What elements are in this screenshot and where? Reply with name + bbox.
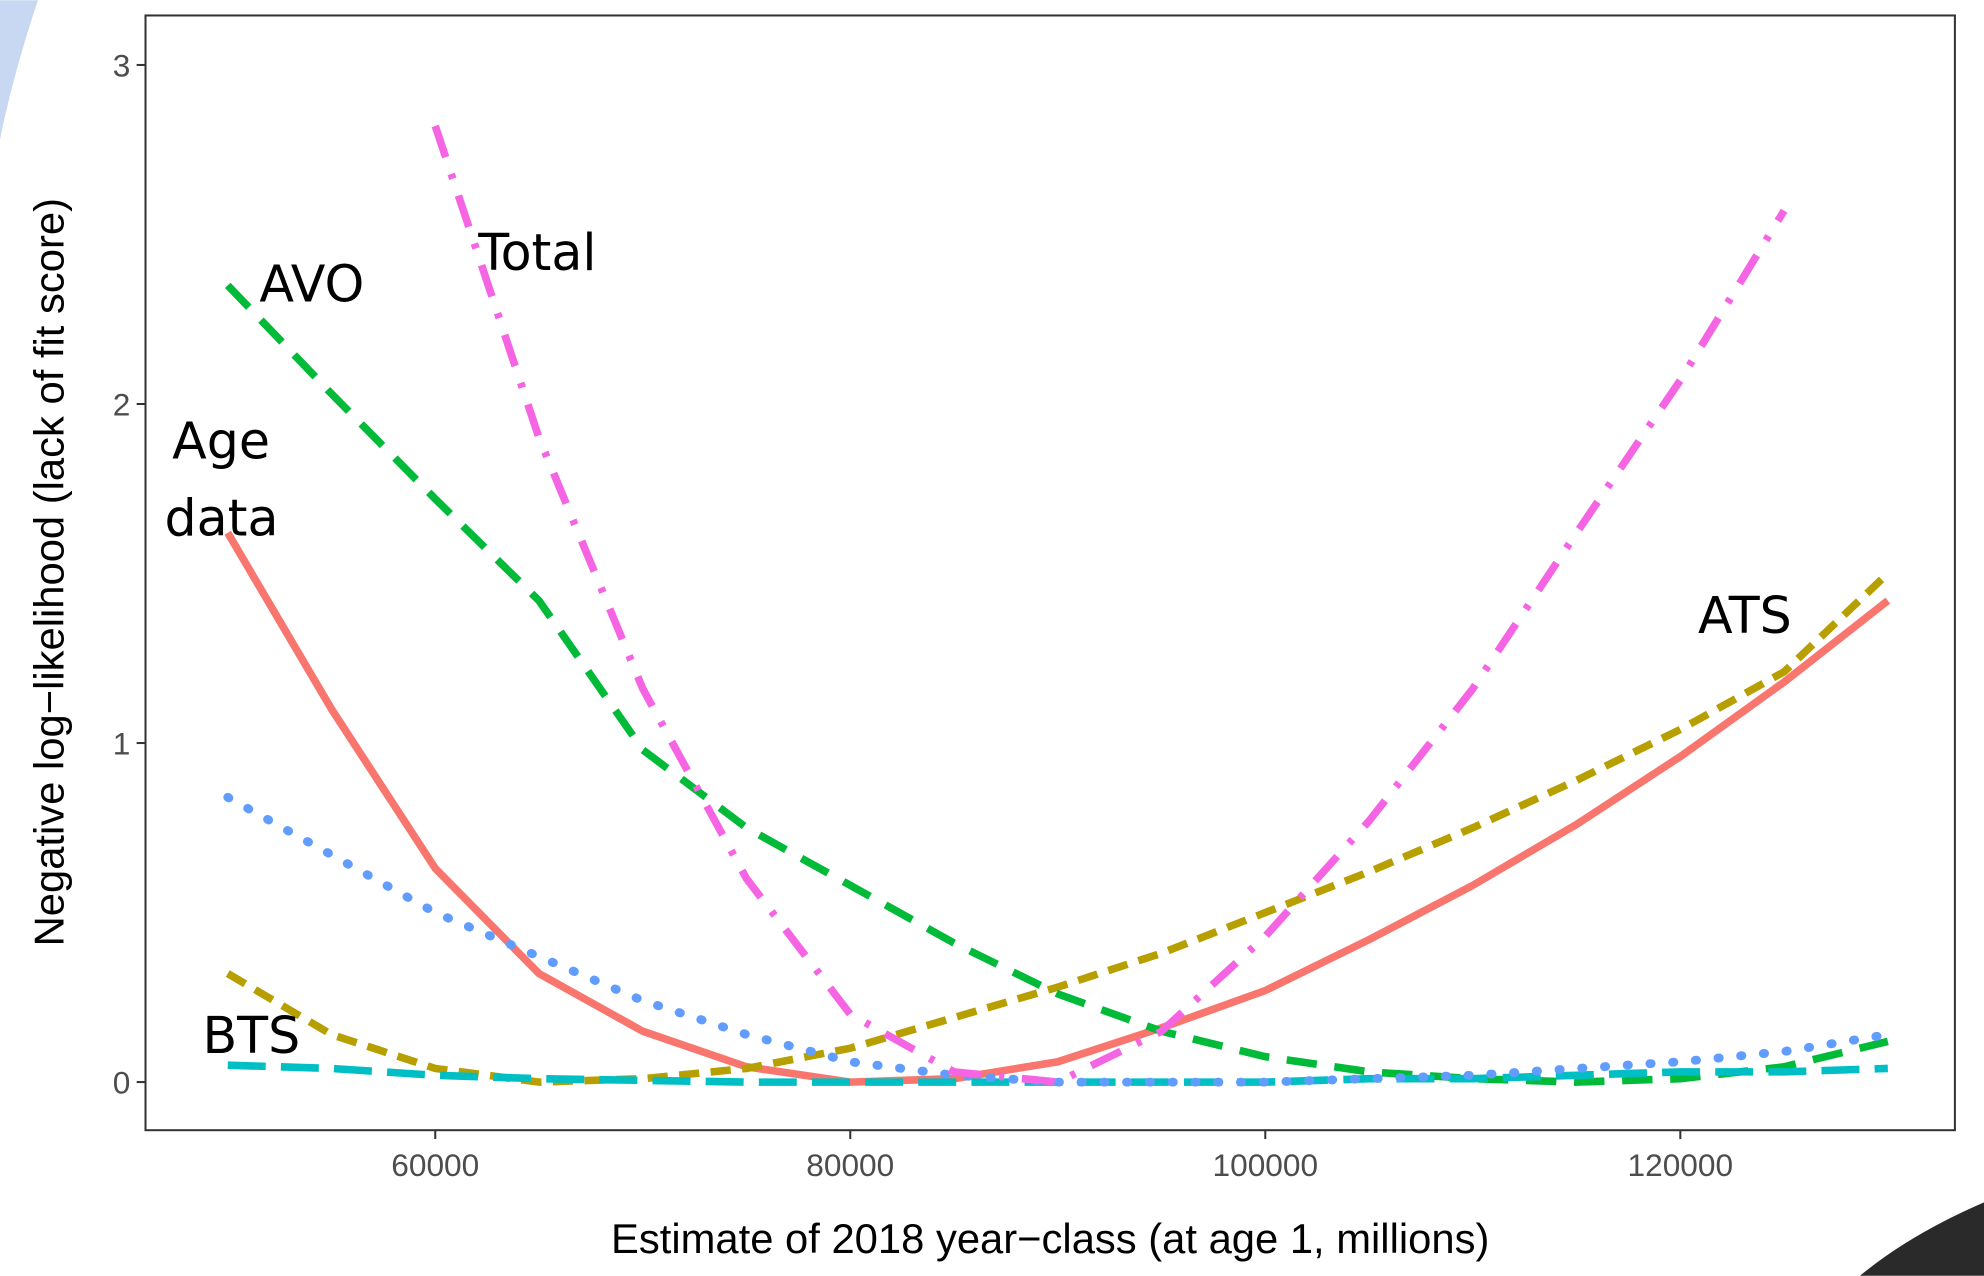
decoration [0,0,38,140]
x-tick-label: 100000 [1213,1147,1319,1183]
annotation: BTS [202,1006,300,1065]
annotation: ATS [1698,586,1792,645]
annotation: AVO [259,254,364,313]
series-line [223,792,1893,1087]
x-tick-label: 120000 [1628,1147,1734,1183]
series-line [225,282,1889,1086]
series-line [224,530,1891,1086]
y-tick-label: 2 [113,386,131,422]
x-tick-label: 60000 [391,1147,479,1183]
x-tick-label: 80000 [806,1147,894,1183]
x-axis-title: Estimate of 2018 year−class (at age 1, m… [611,1215,1489,1262]
y-tick-label: 3 [113,47,131,83]
annotation: Total [477,223,596,282]
y-axis-title: Negative log−likelihood (lack of fit sco… [25,198,72,946]
y-tick-label: 0 [113,1064,131,1100]
plot-panel [144,14,1956,1132]
annotation: data [164,489,278,548]
fish-decoration [1860,1202,1984,1276]
y-tick-label: 1 [113,725,131,761]
annotation: Age [172,411,270,470]
series-line [431,124,1788,1087]
